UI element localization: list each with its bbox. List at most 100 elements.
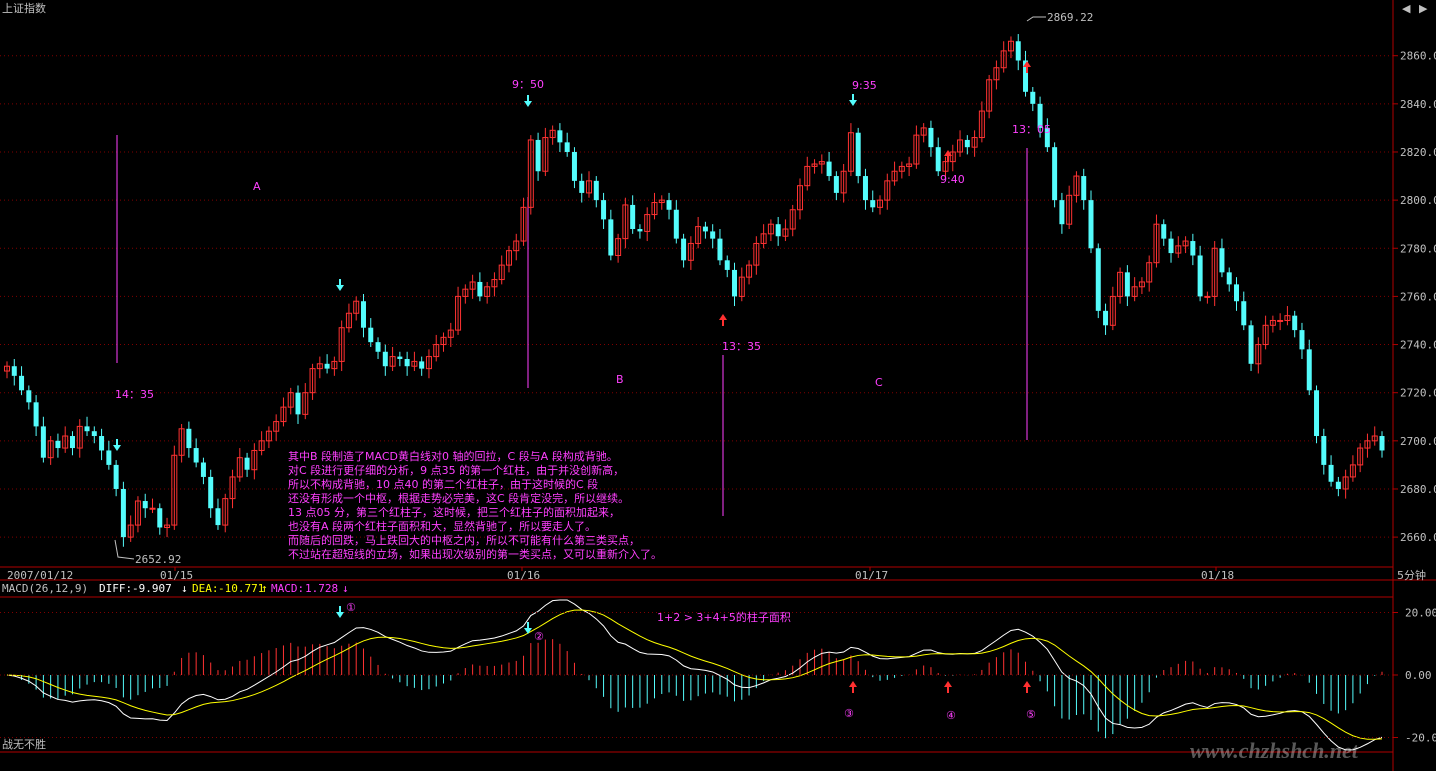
candle-body [84,426,90,432]
svg-text:▶: ▶ [1419,2,1428,15]
commentary-line: 不过站在超短线的立场，如果出现次级别的第一类买点，又可以重新介入了。 [288,547,662,561]
candle-body [1299,330,1305,350]
candle-body [920,127,927,136]
macd-indicator-name: MACD(26,12,9) [2,582,88,595]
candle-body [542,137,549,172]
candle-body [695,226,702,244]
segment-markers [116,135,1028,516]
candle-body [978,110,985,139]
candle-body [702,226,708,232]
macd-axis: 20.00 0.00 -20.00 [0,607,1436,745]
candle-body [404,358,410,367]
candle-body [1030,91,1036,104]
candle-body [265,430,272,442]
candle-body [993,67,1000,81]
candle-body [1211,247,1218,297]
candle-body [906,163,913,167]
candle-body [382,351,388,367]
circle-2-label: ② [534,630,544,643]
candle-body [1277,319,1284,322]
candle-body [236,457,243,478]
candle-body [1342,476,1349,490]
candle-body [775,224,781,237]
time-label-950: 9：50 [512,78,544,91]
candle-body [302,392,309,415]
svg-text:MACD:: MACD: [271,582,304,595]
candle-body [345,312,352,329]
commentary-line: 所以不构成背驰，10 点40 的第二个红柱子，由于这时候的C 段 [288,477,598,491]
candle-body [870,200,876,208]
svg-text:↑: ↑ [261,582,268,595]
up-arrow-icon [1023,61,1031,73]
candle-body [877,199,884,208]
candle-body [419,361,425,369]
time-tick-label: 2007/01/12 [7,569,73,582]
annotations: 14：35 9：50 9:35 9:40 13：35 13：05 A B C ①… [115,78,1051,722]
circle-1-label: ① [346,601,356,614]
time-tick-label: 01/16 [507,569,540,582]
candle-body [1328,464,1334,482]
candle-body [1204,295,1211,298]
candle-body [1007,40,1014,52]
candle-body [658,199,665,204]
watermark: www.chzhshch.net [1190,738,1359,763]
price-tick-label: 2760.0 [1400,290,1436,303]
candle-body [855,132,861,177]
candle-body [571,151,577,181]
period-label[interactable]: 5分钟 [1397,568,1426,582]
candle-body [455,295,462,331]
candle-body [818,161,825,165]
candle-body [11,366,17,376]
candle-body [186,428,192,449]
candle-body [295,392,301,415]
candle-body [1284,315,1291,321]
candle-body [258,440,265,451]
candle-body [1335,481,1341,489]
candle-body [1190,241,1196,256]
candle-body [113,464,119,489]
candle-body [62,435,69,449]
down-arrow-icon [849,94,857,106]
candle-body [440,336,447,346]
commentary: 其中B 段制造了MACD黄白线对0 轴的回拉，C 段与A 段构成背驰。 对C 段… [288,449,662,561]
candle-body [1117,271,1124,297]
commentary-line: 还没有形成一个中枢，根据走势必完美，这C 段肯定没完，所以继续。 [288,491,629,505]
candle-body [1073,175,1080,196]
candle-body [746,264,753,278]
price-tick-label: 2680.0 [1400,483,1436,496]
time-label-1305: 13：05 [1012,123,1051,136]
candle-body [425,356,432,370]
candle-body [913,134,920,165]
price-tick-label: 2740.0 [1400,339,1436,352]
time-tick-label: 01/15 [160,569,193,582]
candle-body [840,170,847,194]
candle-body [1233,284,1239,302]
candle-body [601,200,607,220]
candle-body [615,238,622,256]
candle-body [1226,272,1232,285]
candle-body [1000,50,1007,69]
candle-body [622,204,629,240]
candle-body [1321,436,1327,465]
macd-value: 1.728 [305,582,338,595]
candle-body [1109,295,1116,326]
candle-body [942,161,949,172]
price-tick-label: 2860.0 [1400,50,1436,63]
candle-body [251,449,258,471]
candle-body [928,127,934,148]
candle-body [1269,319,1276,326]
macd-histogram [13,639,1383,739]
candle-body [215,508,221,526]
candle-body [687,242,694,261]
candle-body [47,440,54,459]
candle-body [26,390,32,403]
high-marker: 2869.22 [1026,11,1093,24]
candle-body [1052,147,1058,201]
segment-a-label: A [253,180,261,193]
candle-body [1241,301,1247,326]
scroll-arrows[interactable]: ◀ ▶ [1402,2,1428,15]
candle-body [375,342,381,352]
candle-body [1066,194,1073,225]
candle-body [651,202,658,216]
candle-body [935,147,941,172]
